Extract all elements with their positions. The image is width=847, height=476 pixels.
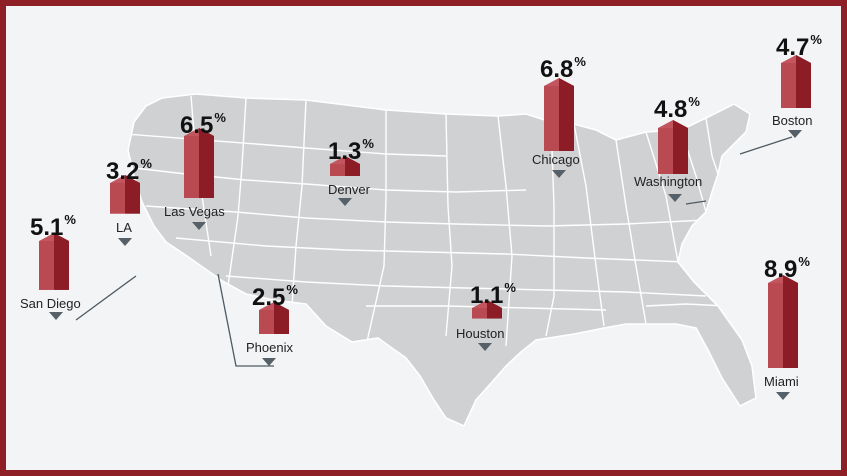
value-bar — [330, 155, 360, 176]
percent-sign: % — [362, 136, 374, 151]
value-bar — [259, 302, 289, 334]
city-value: 2.5% — [252, 282, 298, 312]
percent-sign: % — [798, 254, 810, 269]
city-value: 6.5% — [180, 110, 226, 140]
value-number: 8.9 — [764, 256, 798, 283]
city-label: Houston — [456, 326, 505, 341]
value-number: 1.1 — [470, 282, 504, 309]
location-pointer-icon — [49, 312, 63, 320]
percent-sign: % — [64, 212, 76, 227]
city-value: 1.1% — [470, 280, 516, 310]
us-map — [75, 93, 793, 427]
percent-sign: % — [574, 54, 586, 69]
value-bar — [768, 274, 798, 368]
leader-lines — [75, 136, 793, 367]
city-value: 4.7% — [776, 32, 822, 62]
percent-sign: % — [688, 94, 700, 109]
percent-sign: % — [286, 282, 298, 297]
value-number: 4.8 — [654, 96, 688, 123]
leader-line-boston — [739, 136, 793, 155]
leader-line-washington — [685, 200, 707, 205]
value-bar — [110, 175, 140, 214]
state-borders — [128, 95, 727, 347]
leader-line-san-diego — [75, 275, 137, 321]
city-label: Boston — [772, 113, 813, 128]
location-pointer-icon — [552, 170, 566, 178]
location-pointer-icon — [338, 198, 352, 206]
city-value: 8.9% — [764, 254, 810, 284]
value-bar — [658, 119, 688, 174]
city-value: 1.3% — [328, 136, 374, 166]
city-label: Phoenix — [246, 340, 293, 355]
city-value: 6.8% — [540, 54, 586, 84]
city-label: Washington — [634, 174, 703, 189]
city-value: 4.8% — [654, 94, 700, 124]
location-pointer-icon — [262, 358, 276, 366]
value-number: 6.8 — [540, 56, 574, 83]
value-bar — [472, 300, 502, 319]
percent-sign: % — [214, 110, 226, 125]
city-label: Chicago — [532, 152, 580, 167]
city-label: Miami — [764, 374, 799, 389]
location-pointer-icon — [668, 194, 682, 202]
location-pointer-icon — [478, 343, 492, 351]
city-value: 5.1% — [30, 212, 76, 242]
value-number: 6.5 — [180, 112, 214, 139]
location-pointer-icon — [788, 130, 802, 138]
value-number: 4.7 — [776, 34, 810, 61]
value-bar — [544, 77, 574, 151]
location-pointer-icon — [192, 222, 206, 230]
value-bar — [39, 233, 69, 290]
percent-sign: % — [810, 32, 822, 47]
value-bar — [184, 127, 214, 198]
city-label: Las Vegas — [164, 204, 225, 219]
value-number: 1.3 — [328, 138, 362, 165]
leader-line-phoenix — [217, 273, 274, 367]
percent-sign: % — [140, 156, 152, 171]
city-label: Denver — [328, 182, 370, 197]
value-number: 3.2 — [106, 158, 140, 185]
value-bar — [781, 54, 811, 108]
city-label: LA — [116, 220, 132, 235]
percent-sign: % — [504, 280, 516, 295]
location-pointer-icon — [118, 238, 132, 246]
value-number: 5.1 — [30, 214, 64, 241]
city-value: 3.2% — [106, 156, 152, 186]
city-label: San Diego — [20, 296, 81, 311]
value-number: 2.5 — [252, 284, 286, 311]
location-pointer-icon — [776, 392, 790, 400]
